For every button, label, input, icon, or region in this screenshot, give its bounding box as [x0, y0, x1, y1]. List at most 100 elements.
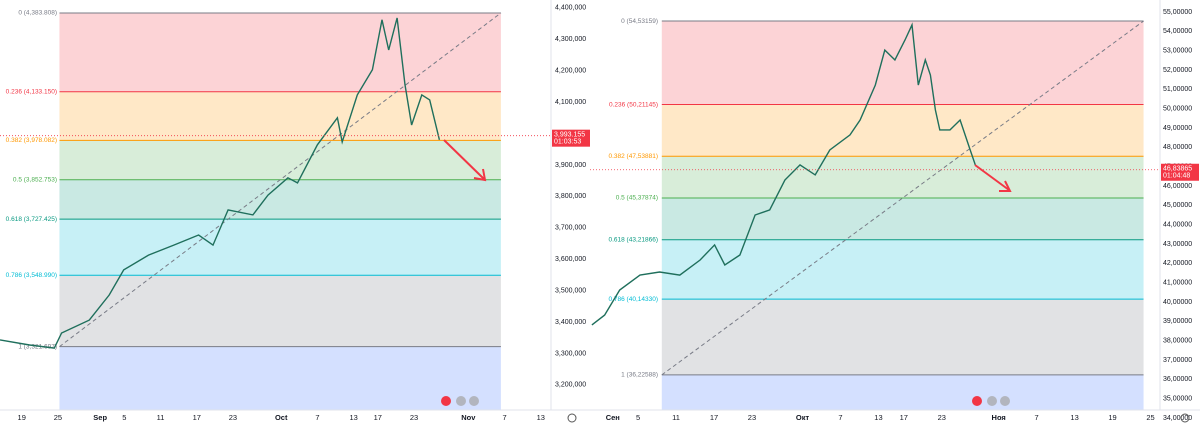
- last-price-tag: [1161, 163, 1199, 181]
- x-tick-label: 17: [193, 413, 201, 422]
- x-tick-label: 19: [18, 413, 26, 422]
- y-tick-label: 3,900,000: [555, 162, 586, 169]
- x-tick-label: 25: [54, 413, 62, 422]
- y-tick-label: 35,00000: [1163, 395, 1192, 402]
- fib-label: 0 (4,383.808): [18, 10, 57, 17]
- x-tick-label: 5: [122, 413, 126, 422]
- y-tick-label: 4,400,000: [555, 5, 586, 12]
- x-tick-label: 11: [157, 413, 165, 422]
- chart-layers: 0 (4,383.808) 0.236 (4,133.150) 0.382 (3,9…: [0, 5, 1192, 422]
- last-price-label: 46,83865: [1163, 166, 1192, 173]
- x-tick-label: Сен: [606, 413, 620, 422]
- y-tick-label: 3,600,000: [555, 256, 586, 263]
- x-tick-label: 17: [710, 413, 718, 422]
- x-tick-label: 13: [874, 413, 882, 422]
- x-tick-label: 5: [636, 413, 640, 422]
- y-tick-label: 49,00000: [1163, 125, 1192, 132]
- fib-zone: [661, 299, 1144, 375]
- fib-label: 0.236 (4,133.150): [6, 88, 57, 95]
- y-tick-label: 36,00000: [1163, 376, 1192, 383]
- y-tick-label: 41,00000: [1163, 279, 1192, 286]
- fib-zone: [661, 21, 1144, 105]
- y-tick-label: 3,700,000: [555, 225, 586, 232]
- countdown: 01:04:48: [1163, 173, 1190, 180]
- y-tick-label: 4,200,000: [555, 68, 586, 75]
- fib-zone: [661, 239, 1144, 300]
- x-tick-label: 13: [537, 413, 545, 422]
- y-tick-label: 45,00000: [1163, 202, 1192, 209]
- toolbar-icons[interactable]: [441, 396, 1010, 406]
- countdown: 01:03:53: [554, 139, 581, 146]
- x-tick-label: Окт: [796, 413, 810, 422]
- y-tick-label: 3,800,000: [555, 193, 586, 200]
- y-tick-label: 44,00000: [1163, 221, 1192, 228]
- x-tick-label: Sep: [93, 413, 107, 422]
- fib-zone: [661, 156, 1144, 198]
- y-tick-label: 43,00000: [1163, 241, 1192, 248]
- x-tick-label: 7: [315, 413, 319, 422]
- fib-label: 0.382 (3,978.082): [6, 137, 57, 144]
- x-tick-label: 23: [410, 413, 418, 422]
- x-tick-label: 23: [229, 413, 237, 422]
- fib-extension-zone: [59, 346, 501, 410]
- settings-icon[interactable]: [567, 413, 1190, 423]
- y-tick-label: 3,400,000: [555, 319, 586, 326]
- y-tick-label: 50,00000: [1163, 105, 1192, 112]
- last-price-tag: [552, 129, 590, 147]
- x-tick-label: 7: [502, 413, 506, 422]
- y-tick-label: 51,00000: [1163, 86, 1192, 93]
- fib-zone: [59, 275, 501, 347]
- trend-line: [661, 20, 1144, 376]
- fib-zone: [59, 12, 501, 92]
- x-tick-label: 19: [1108, 413, 1116, 422]
- fib-extension-zone: [661, 374, 1144, 410]
- last-price-label: 3,993.155: [554, 132, 585, 139]
- arrow: [974, 164, 1012, 192]
- x-tick-label: 7: [838, 413, 842, 422]
- y-tick-label: 52,00000: [1163, 67, 1192, 74]
- y-tick-label: 48,00000: [1163, 144, 1192, 151]
- fib-label: 0.618 (43,21866): [608, 236, 658, 243]
- fib-label: 0.786 (40,14330): [608, 296, 658, 303]
- fib-zone: [661, 197, 1144, 240]
- fib-label: 1 (36,22588): [621, 372, 658, 379]
- y-tick-label: 54,00000: [1163, 28, 1192, 35]
- fib-zone: [59, 219, 501, 276]
- x-tick-label: 17: [374, 413, 382, 422]
- y-tick-label: 4,300,000: [555, 36, 586, 43]
- x-tick-label: 23: [938, 413, 946, 422]
- y-tick-label: 3,300,000: [555, 350, 586, 357]
- fib-label: 0.5 (3,852.753): [13, 177, 57, 184]
- y-tick-label: 55,00000: [1163, 9, 1192, 16]
- y-tick-label: 40,00000: [1163, 299, 1192, 306]
- x-tick-label: 25: [1146, 413, 1154, 422]
- x-tick-label: 7: [1035, 413, 1039, 422]
- price-line: [591, 22, 976, 326]
- fib-label: 0.786 (3,548.990): [6, 272, 57, 279]
- y-tick-label: 46,00000: [1163, 183, 1192, 190]
- y-tick-label: 39,00000: [1163, 318, 1192, 325]
- y-tick-label: 42,00000: [1163, 260, 1192, 267]
- fib-zone: [59, 91, 501, 141]
- y-tick-label: 37,00000: [1163, 357, 1192, 364]
- fib-label: 0.618 (3,727.425): [6, 216, 57, 223]
- y-tick-label: 3,500,000: [555, 287, 586, 294]
- x-tick-label: Oct: [275, 413, 288, 422]
- y-tick-label: 3,200,000: [555, 382, 586, 389]
- fib-label: 0.236 (50,21145): [609, 101, 658, 108]
- trend-line: [59, 12, 502, 348]
- x-tick-label: 23: [748, 413, 756, 422]
- fib-label: 0 (54,53159): [621, 18, 658, 25]
- fib-label: 1 (3,321.697): [18, 343, 57, 350]
- fib-label: 0.382 (47,53881): [608, 153, 658, 160]
- x-tick-label: 17: [900, 413, 908, 422]
- x-tick-label: 13: [349, 413, 357, 422]
- fib-label: 0.5 (45,37874): [616, 195, 658, 202]
- arrow: [443, 139, 487, 182]
- y-tick-label: 4,100,000: [555, 99, 586, 106]
- y-tick-label: 34,00000: [1163, 415, 1192, 422]
- x-tick-label: Nov: [461, 413, 476, 422]
- fib-zone: [661, 104, 1144, 157]
